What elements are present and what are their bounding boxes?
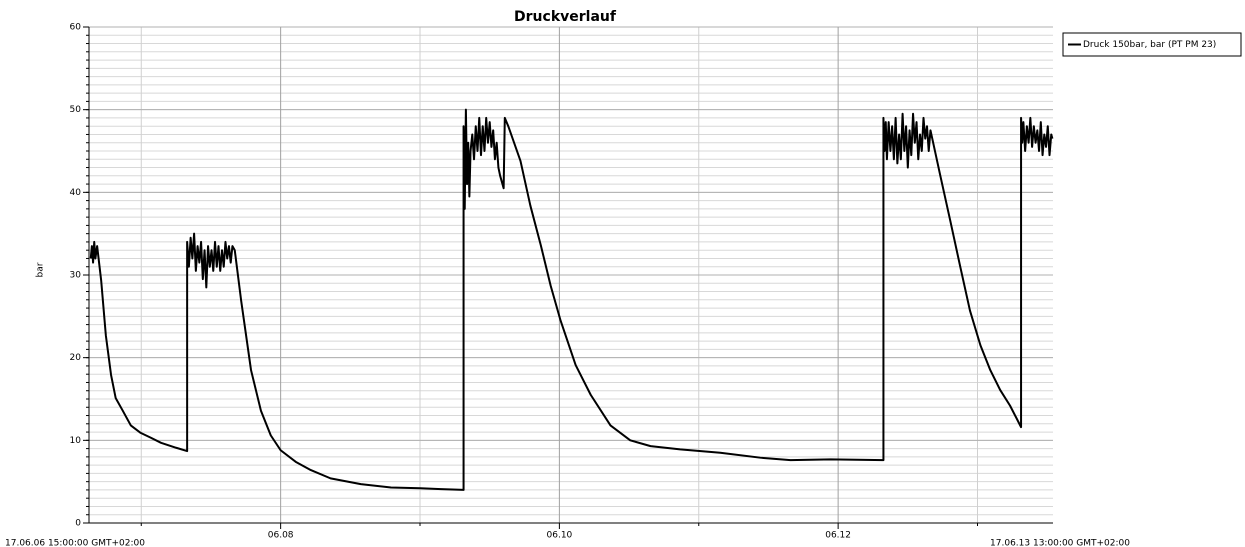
x-tick-label: 06.08 xyxy=(268,531,294,541)
x-tick-label: 06.10 xyxy=(547,531,573,541)
data-line xyxy=(89,108,1054,491)
y-tick-label: 30 xyxy=(70,271,82,281)
chart-title: Druckverlauf xyxy=(514,9,617,25)
legend-label: Druck 150bar, bar (PT PM 23) xyxy=(1083,40,1216,50)
y-tick-label: 40 xyxy=(70,188,82,198)
legend-box xyxy=(1062,32,1242,57)
x-tick-label: 06.12 xyxy=(825,531,851,541)
y-axis-label: bar xyxy=(36,262,46,277)
y-tick-label: 60 xyxy=(70,23,82,33)
y-tick-label: 50 xyxy=(70,105,82,115)
y-tick-label: 20 xyxy=(70,353,82,363)
x-start-label: 17.06.06 15:00:00 GMT+02:00 xyxy=(5,539,145,547)
x-end-label: 17.06.13 13:00:00 GMT+02:00 xyxy=(990,539,1130,547)
y-tick-label: 10 xyxy=(70,436,82,446)
y-tick-label: 0 xyxy=(75,519,81,529)
